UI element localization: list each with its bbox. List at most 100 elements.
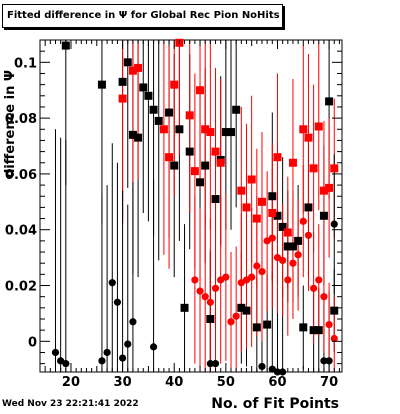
y-tick-label: 0.04	[5, 224, 37, 239]
data-point-square	[304, 203, 313, 212]
data-point-square	[325, 183, 334, 192]
data-point-square	[61, 41, 70, 50]
data-point-square	[185, 111, 194, 120]
y-tick-label: 0.08	[5, 112, 37, 127]
data-point-circle	[118, 354, 127, 362]
data-point-circle	[325, 357, 333, 365]
data-point-circle	[330, 220, 338, 228]
data-point-square	[288, 158, 297, 167]
data-point-circle	[268, 234, 276, 242]
data-point-square	[314, 122, 323, 131]
data-point-square	[288, 242, 297, 251]
data-point-square	[159, 125, 168, 134]
data-point-square	[165, 153, 174, 162]
data-point-square	[221, 128, 230, 137]
data-point-square	[268, 192, 277, 201]
data-point-square	[227, 128, 236, 137]
data-point-circle	[279, 256, 287, 265]
data-point-square	[206, 314, 215, 323]
data-point-square	[252, 323, 261, 332]
data-point-square	[309, 164, 318, 173]
data-point-square	[273, 211, 282, 220]
data-point-circle	[113, 298, 122, 306]
y-tick-label: 0.06	[5, 168, 37, 183]
axis-tick-labels: 20 30 40 50 60 70 0 0.02 0.04 0.06 0.08 0.1	[5, 56, 338, 390]
data-point-circle	[258, 267, 266, 276]
data-point-square	[299, 323, 308, 332]
data-point-square	[242, 203, 251, 212]
data-point-circle	[196, 287, 204, 295]
data-point-circle	[108, 279, 116, 287]
data-point-circle	[103, 348, 111, 357]
data-point-circle	[253, 262, 261, 270]
data-point-circle	[124, 340, 132, 348]
x-tick-label: 60	[268, 375, 286, 390]
data-point-square	[196, 86, 205, 95]
data-point-square	[170, 80, 179, 89]
axis-ticks	[39, 39, 342, 372]
y-tick-label: 0.02	[5, 280, 37, 295]
data-point-square	[134, 133, 143, 142]
data-point-square	[330, 164, 339, 173]
data-point-square	[232, 105, 241, 114]
data-point-square	[118, 94, 127, 103]
data-point-circle	[258, 362, 266, 371]
data-point-square	[165, 108, 174, 117]
data-point-square	[190, 167, 199, 176]
data-point-circle	[248, 273, 256, 281]
x-axis-label: No. of Fit Points	[211, 396, 339, 412]
data-point-circle	[211, 360, 220, 368]
data-point-circle	[206, 298, 214, 306]
data-point-square	[309, 326, 318, 335]
data-point-circle	[315, 276, 323, 284]
data-point-square	[247, 175, 256, 184]
data-point-circle	[201, 293, 209, 301]
data-point-square	[170, 161, 179, 170]
data-point-circle	[211, 284, 220, 292]
data-point-circle	[227, 318, 235, 326]
data-point-square	[294, 236, 303, 245]
data-point-square	[154, 116, 163, 125]
data-point-square	[314, 326, 323, 335]
data-point-square	[273, 153, 282, 162]
plot-frame	[39, 39, 343, 373]
chart-title: Fitted difference in Ψ for Global Rec Pi…	[2, 4, 283, 28]
timestamp: Wed Nov 23 22:21:41 2022	[2, 399, 139, 409]
data-point-square	[257, 197, 266, 206]
data-point-circle	[325, 320, 333, 329]
data-point-square	[283, 228, 292, 237]
data-point-circle	[320, 293, 328, 301]
data-point-circle	[129, 318, 137, 326]
y-tick-label: 0	[28, 335, 37, 350]
x-tick-label: 50	[217, 375, 235, 390]
data-point-square	[128, 66, 137, 75]
error-bars	[54, 40, 335, 372]
data-point-square	[206, 128, 215, 137]
x-tick-label: 20	[62, 375, 80, 390]
data-point-square	[144, 91, 153, 100]
data-point-square	[211, 195, 220, 204]
y-tick-label: 0.1	[14, 56, 37, 71]
data-point-square	[319, 211, 328, 220]
data-point-circle	[289, 259, 297, 267]
data-point-square	[180, 303, 189, 312]
data-point-circle	[330, 334, 338, 343]
data-point-square	[242, 306, 251, 315]
data-point-square	[196, 178, 205, 187]
data-point-circle	[149, 343, 158, 351]
data-point-square	[175, 125, 184, 134]
data-point-circle	[62, 360, 70, 368]
x-tick-label: 30	[114, 375, 132, 390]
data-point-square	[211, 147, 220, 156]
data-point-square	[304, 133, 313, 142]
data-point-square	[319, 186, 328, 195]
data-point-square	[201, 161, 210, 170]
data-markers	[51, 38, 339, 376]
x-tick-label: 70	[320, 375, 338, 390]
data-point-circle	[299, 217, 307, 225]
data-point-circle	[51, 348, 60, 357]
data-point-square	[252, 214, 261, 223]
x-tick-label: 40	[165, 375, 183, 390]
data-point-circle	[98, 357, 106, 365]
